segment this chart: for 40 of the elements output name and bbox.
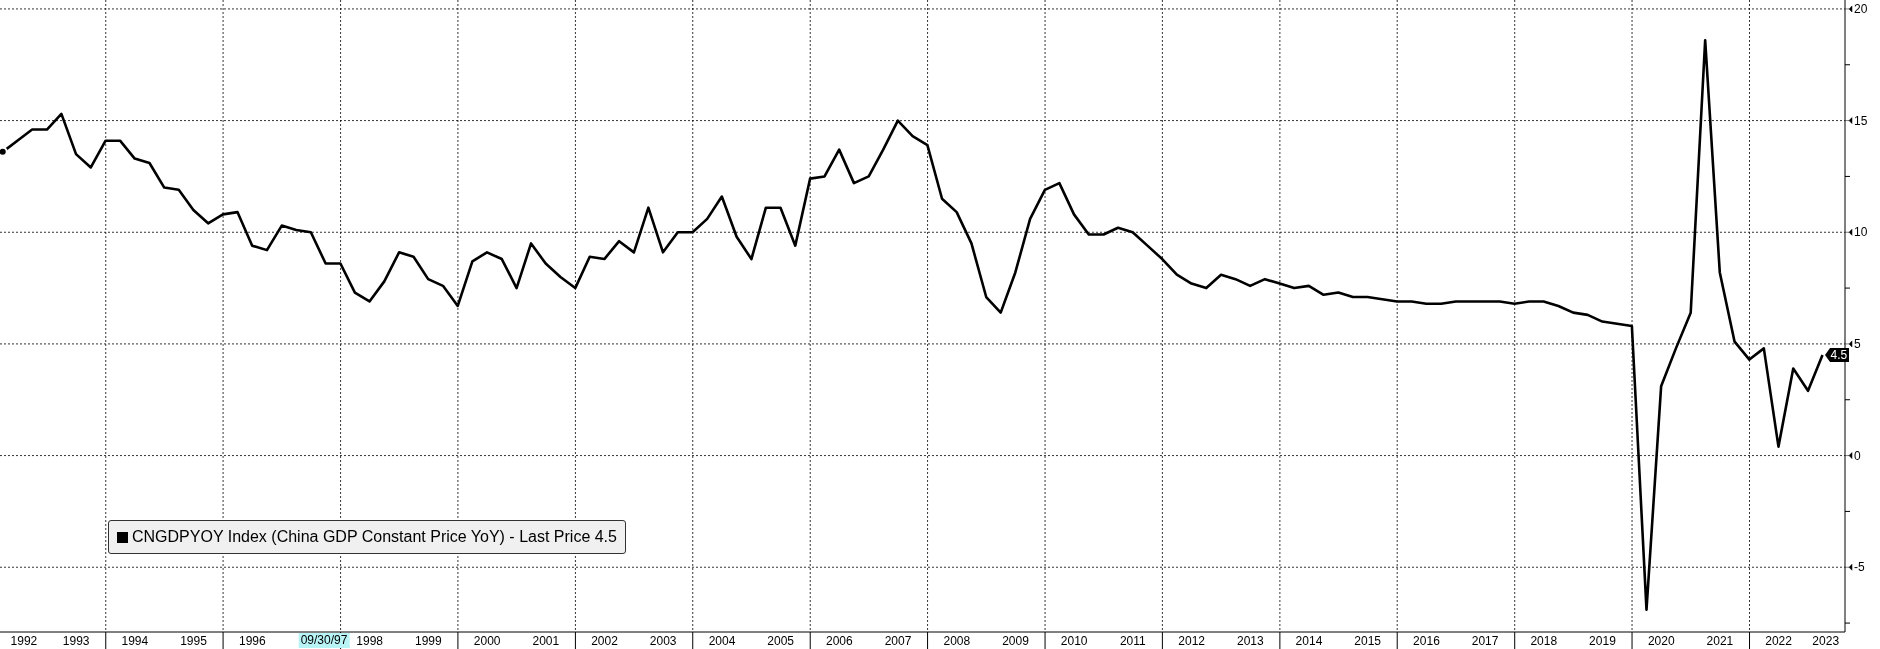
x-tick-label: 2001: [532, 634, 560, 648]
x-tick-label: 2022: [1765, 634, 1793, 648]
x-tick-label: 2004: [708, 634, 736, 648]
x-tick-label: 2019: [1589, 634, 1617, 648]
x-tick-label: 2003: [649, 634, 677, 648]
y-tick-label: 0: [1854, 448, 1861, 463]
x-tick-label: 1994: [121, 634, 149, 648]
x-tick-label: 2016: [1413, 634, 1441, 648]
x-tick-label: 1998: [356, 634, 384, 648]
x-tick-label: 2008: [943, 634, 971, 648]
text: 09/30/97: [298, 633, 350, 648]
x-tick-label: 2000: [473, 634, 501, 648]
y-tick-label: 5: [1854, 336, 1861, 351]
x-tick-label: 2021: [1706, 634, 1734, 648]
x-tick-label: 2020: [1647, 634, 1675, 648]
x-tick-label: 2012: [1178, 634, 1206, 648]
y-tick-label: 15: [1854, 113, 1868, 128]
x-tick-label: 2014: [1295, 634, 1323, 648]
x-tick-label: 1993: [62, 634, 90, 648]
x-tick-label: 1996: [238, 634, 267, 648]
x-tick-label: 1999: [414, 634, 443, 648]
x-tick-label: 2005: [767, 634, 795, 648]
legend-label: CNGDPYOY Index (China GDP Constant Price YoY) - Last Price 4.5: [132, 528, 617, 546]
y-tick-label: -5: [1854, 560, 1865, 575]
x-tick-label: 2006: [825, 634, 853, 648]
x-tick-label: 2007: [884, 634, 912, 648]
x-tick-label: 2018: [1530, 634, 1558, 648]
x-tick-label: 2023: [1812, 634, 1840, 648]
x-tick-label: 2010: [1060, 634, 1088, 648]
x-tick-label: 2015: [1354, 634, 1382, 648]
data-label: 4.5: [1830, 348, 1850, 363]
x-tick-label: 1992: [10, 634, 38, 648]
x-tick-label: 2009: [1002, 634, 1030, 648]
x-tick-label: 2002: [591, 634, 619, 648]
x-tick-label: 2013: [1236, 634, 1264, 648]
y-tick-label: 20: [1854, 1, 1868, 16]
x-tick-label: 2011: [1119, 634, 1147, 648]
x-tick-label: 1995: [180, 634, 208, 648]
y-tick-label: 10: [1854, 225, 1868, 240]
x-tick-label: 2017: [1471, 634, 1499, 648]
